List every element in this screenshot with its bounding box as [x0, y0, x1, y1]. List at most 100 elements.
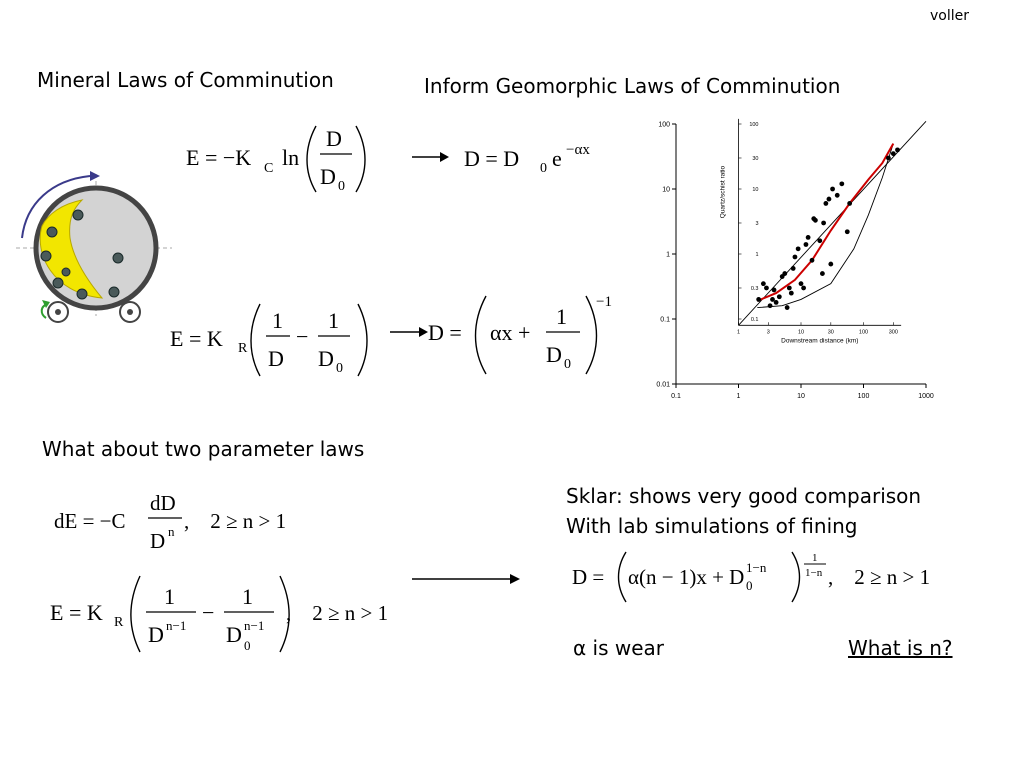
equation-geomorphic-2: D = αx + 1 D 0 −1 — [428, 294, 612, 375]
data-point — [770, 297, 775, 302]
eq6-condition: , 2 ≥ n > 1 — [286, 601, 388, 625]
eq3-paren-left — [250, 303, 261, 377]
eq5-num: dD — [150, 491, 176, 515]
data-point — [792, 254, 798, 260]
data-point — [826, 196, 832, 202]
mill-balls — [40, 209, 124, 300]
eq5-den-exp: n — [168, 524, 175, 539]
right-roller-hub — [127, 309, 133, 315]
eq6-paren-left — [130, 575, 141, 653]
inner-x-tick-label: 30 — [828, 329, 834, 335]
eq6-lhs: E = K — [50, 600, 103, 625]
eq4-lhs: D = — [428, 320, 462, 345]
inner-y-tick-label: 3 — [755, 221, 758, 227]
outer-x-tick-label: 1000 — [918, 393, 934, 400]
inner-y-tick-label: 0.3 — [751, 286, 759, 292]
eq1-den-sub: 0 — [338, 179, 345, 194]
eq2-sub: 0 — [540, 161, 547, 176]
eq1-paren-left — [306, 125, 317, 193]
lower-envelope-curve — [757, 143, 894, 309]
eq1-den: D — [320, 164, 336, 189]
data-point — [895, 147, 900, 153]
eq4-exp: −1 — [596, 294, 612, 310]
inner-x-tick-label: 10 — [798, 329, 804, 335]
equation-mineral-1: E = −K C ln D D 0 — [186, 125, 366, 194]
mill-particles — [39, 199, 104, 299]
eq7-outer-num: 1 — [812, 552, 818, 564]
eq5-condition: , 2 ≥ n > 1 — [184, 509, 286, 533]
ball-mill-illustration — [16, 171, 172, 323]
outer-y-tick-label: 0.01 — [656, 382, 670, 389]
inner-x-tick-label: 300 — [889, 329, 898, 335]
rotation-arrow — [21, 175, 91, 239]
data-point — [809, 257, 815, 263]
data-point — [839, 181, 845, 187]
eq7-condition: , 2 ≥ n > 1 — [828, 565, 930, 589]
outer-x-tick-label: 100 — [858, 393, 870, 400]
inner-y-tick-label: 30 — [752, 156, 758, 162]
equation-mineral-2: E = K R 1 D − 1 D 0 — [170, 303, 368, 377]
data-point — [890, 151, 896, 157]
eq6-den2: D — [226, 622, 242, 647]
data-point — [834, 192, 840, 198]
data-point — [805, 235, 811, 240]
data-point — [784, 305, 790, 310]
data-point — [885, 155, 891, 161]
sklar-comment-line-1: Sklar: shows very good comparison — [566, 484, 922, 508]
arrow-2 — [390, 327, 428, 337]
arrow-3 — [412, 574, 520, 584]
eq2-lhs: D = D — [464, 146, 519, 171]
data-point — [764, 285, 769, 291]
data-point — [803, 242, 809, 247]
eq6-sub: R — [114, 615, 124, 630]
data-point — [771, 287, 777, 293]
roller-arrowhead — [42, 300, 50, 308]
data-point — [795, 246, 801, 252]
inner-y-tick-label: 10 — [752, 187, 758, 193]
eq6-den2-sub: 0 — [244, 638, 251, 653]
data-point — [790, 266, 796, 271]
inner-y-axis-label: Quartz/schist ratio — [720, 166, 727, 219]
eq3-num2: 1 — [328, 308, 339, 333]
eq1-ln: ln — [282, 145, 299, 170]
data-point — [844, 229, 850, 235]
eq3-paren-right — [357, 303, 368, 377]
eq7-paren-left — [617, 551, 627, 603]
eq3-den1: D — [268, 346, 284, 371]
arrow-1 — [412, 152, 449, 162]
eq2-base: e — [552, 146, 562, 171]
inner-x-axis-label: Downstream distance (km) — [781, 337, 858, 344]
data-point — [823, 201, 829, 206]
equation-two-param-2: E = K R 1 D n−1 − 1 D n−1 0 , 2 ≥ n > 1 — [50, 575, 388, 653]
eq6-den1-exp: n−1 — [166, 618, 186, 633]
eq4-den: D — [546, 342, 562, 367]
outer-y-tick-label: 10 — [662, 187, 670, 194]
data-point — [847, 201, 853, 206]
data-point — [817, 238, 823, 244]
eq4-den-sub: 0 — [564, 357, 571, 372]
outer-x-tick-label: 1 — [737, 393, 741, 400]
outer-y-tick-label: 1 — [666, 252, 670, 259]
chart-points — [756, 147, 900, 310]
eq1-num: D — [326, 126, 342, 151]
eq2-exp: −αx — [566, 142, 590, 158]
mineral-laws-title: Mineral Laws of Comminution — [37, 68, 334, 92]
inner-y-tick-label: 1 — [755, 252, 758, 258]
equation-geomorphic-1: D = D 0 e −αx — [464, 142, 590, 176]
eq6-den1: D — [148, 622, 164, 647]
eq3-sub: R — [238, 341, 248, 356]
eq6-den2-exp: n−1 — [244, 618, 264, 633]
data-point — [821, 220, 827, 226]
alpha-is-wear-note: α is wear — [573, 636, 665, 660]
inner-y-tick-label: 0.1 — [751, 317, 759, 323]
eq6-minus: − — [202, 600, 214, 625]
inner-x-tick-label: 1 — [737, 329, 740, 335]
eq5-lhs: dE = −C — [54, 509, 126, 533]
eq7-outer-den: 1−n — [805, 567, 823, 579]
eq6-num1: 1 — [164, 584, 175, 609]
data-point — [767, 303, 773, 309]
outer-x-tick-label: 0.1 — [671, 393, 681, 400]
data-point — [760, 281, 766, 287]
eq6-paren-right — [279, 575, 290, 653]
